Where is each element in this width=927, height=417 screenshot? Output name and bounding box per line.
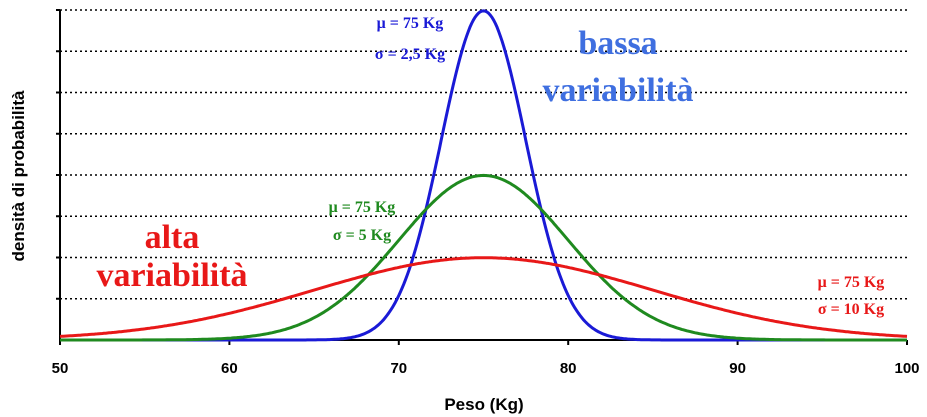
x-tick-label: 70 (390, 360, 407, 377)
y-axis-title: densità di probabilità (9, 90, 28, 262)
wide-sigma-annotation: σ = 10 Kg (818, 301, 884, 318)
narrow-mu-annotation: μ = 75 Kg (377, 15, 444, 32)
curve-medium (60, 173, 907, 342)
curves (59, 9, 908, 342)
narrow-variability-label-1: bassa (578, 25, 657, 62)
x-tick-label: 80 (560, 360, 577, 377)
wide-variability-label-1: alta (145, 219, 200, 256)
wide-variability-label-2: variabilità (96, 257, 247, 294)
wide-mu-annotation: μ = 75 Kg (818, 274, 885, 291)
narrow-variability-label-2: variabilità (542, 72, 693, 109)
medium-sigma-annotation: σ = 5 Kg (333, 227, 391, 244)
x-tick-label: 60 (221, 360, 238, 377)
x-tick-label: 50 (52, 360, 69, 377)
curve-wide (59, 256, 908, 338)
x-axis-title: Peso (Kg) (444, 395, 523, 414)
x-tick-label: 90 (729, 360, 746, 377)
grid-lines (60, 9, 907, 300)
narrow-sigma-annotation: σ = 2,5 Kg (375, 46, 445, 63)
x-tick-label: 100 (894, 360, 919, 377)
medium-mu-annotation: μ = 75 Kg (329, 199, 396, 216)
